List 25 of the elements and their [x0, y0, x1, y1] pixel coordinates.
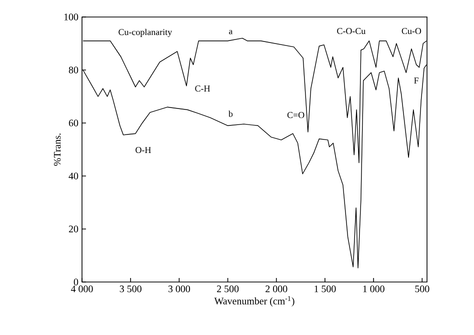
annotation: O-H: [136, 147, 151, 154]
x-tick-label: 500: [415, 286, 430, 292]
annotation: C=O: [287, 112, 304, 118]
x-tick-label: 1 500: [314, 286, 336, 292]
x-tick-label: 1 000: [363, 286, 384, 292]
y-tick-label: 60: [68, 120, 78, 126]
y-tick-label: 20: [68, 226, 78, 232]
x-tick-label: 2 000: [266, 286, 288, 292]
x-tick-label: 3 500: [120, 286, 142, 292]
y-tick-label: 100: [64, 14, 78, 20]
annotation: C-H: [195, 86, 210, 92]
annotation: C-O-Cu: [337, 28, 366, 34]
annotation: b: [228, 110, 233, 117]
x-axis-title: Wavenumber (cm$^{-1}$): [214, 296, 294, 306]
x-tick-label: 2 500: [217, 286, 239, 292]
y-tick-label: 0: [74, 278, 78, 286]
annotation: Cu-coplanarity: [118, 28, 172, 37]
y-axis-title: %Trans.: [54, 134, 61, 166]
annotation: Cu-O: [402, 28, 422, 34]
annotation: F: [414, 78, 418, 84]
x-tick-label: 3 000: [168, 286, 190, 292]
annotation: a: [229, 30, 233, 34]
x-tick-label: 4 000: [70, 286, 93, 292]
y-tick-label: 40: [68, 172, 78, 180]
y-tick-label: 80: [68, 66, 78, 74]
